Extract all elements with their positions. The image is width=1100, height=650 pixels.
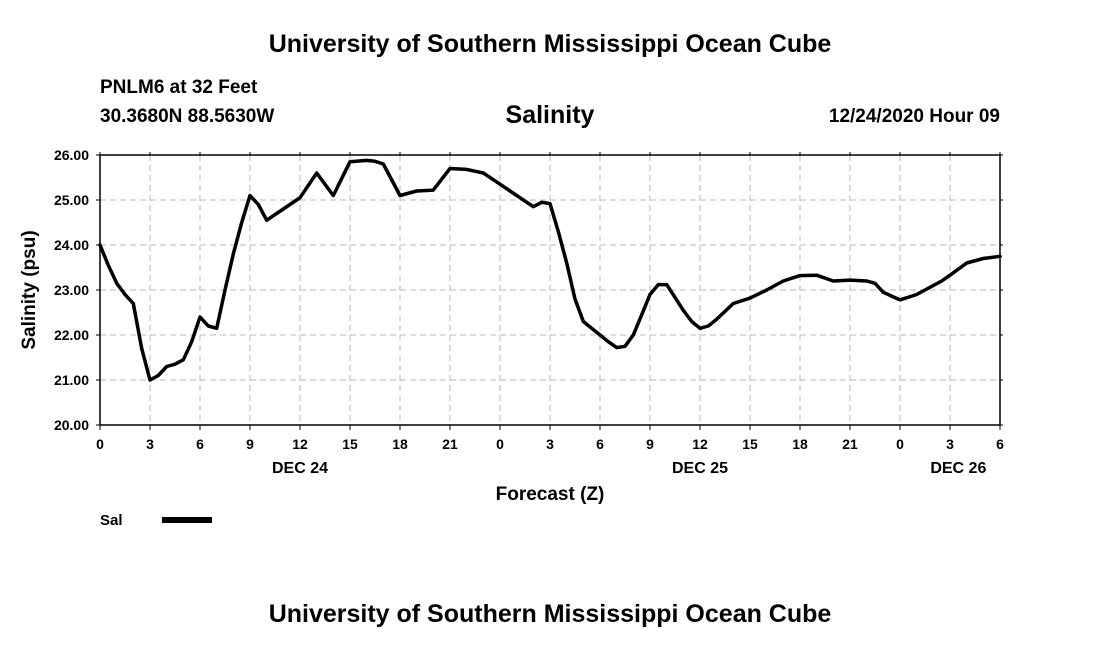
x-tick-label: 18 <box>392 436 408 452</box>
salinity-chart: 20.00 21.00 22.00 23.00 24.00 25.00 26.00 0 3 6 9 1… <box>19 147 1004 529</box>
day-label: DEC 26 <box>930 460 986 477</box>
y-tick-label: 25.00 <box>54 192 89 208</box>
y-tick-label: 24.00 <box>54 237 89 253</box>
y-axis-label: Salinity (psu) <box>19 230 40 349</box>
y-tick-label: 23.00 <box>54 282 89 298</box>
x-tick-label: 18 <box>792 436 808 452</box>
y-tick-label: 21.00 <box>54 372 89 388</box>
station-coordinates: 30.3680N 88.5630W <box>100 106 275 127</box>
x-tick-label: 0 <box>496 436 504 452</box>
day-label: DEC 25 <box>672 460 728 477</box>
footer-title: University of Southern Mississippi Ocean… <box>268 600 832 628</box>
legend-label: Sal <box>100 512 123 529</box>
x-tick-label: 6 <box>596 436 604 452</box>
x-tick-label: 3 <box>146 436 154 452</box>
x-tick-label: 3 <box>946 436 954 452</box>
x-tick-label: 15 <box>342 436 358 452</box>
station-label: PNLM6 at 32 Feet <box>100 77 258 98</box>
x-tick-label: 9 <box>246 436 254 452</box>
x-tick-label: 15 <box>742 436 758 452</box>
x-axis-label: Forecast (Z) <box>496 484 605 505</box>
y-tick-label: 26.00 <box>54 147 89 163</box>
salinity-series-line <box>98 158 1002 382</box>
x-tick-label: 6 <box>196 436 204 452</box>
page-title: University of Southern Mississippi Ocean… <box>268 30 832 58</box>
x-tick-label: 12 <box>692 436 708 452</box>
axis-ticks: 20.00 21.00 22.00 23.00 24.00 25.00 26.00 0 3 6 9 1… <box>54 147 1004 477</box>
grid-lines <box>100 155 1000 425</box>
x-tick-label: 6 <box>996 436 1004 452</box>
x-tick-label: 9 <box>646 436 654 452</box>
variable-title: Salinity <box>505 101 595 129</box>
x-tick-label: 0 <box>896 436 904 452</box>
forecast-timestamp: 12/24/2020 Hour 09 <box>828 106 1000 127</box>
day-label: DEC 24 <box>272 460 328 477</box>
x-tick-label: 12 <box>292 436 308 452</box>
x-tick-label: 21 <box>842 436 858 452</box>
x-tick-label: 0 <box>96 436 104 452</box>
y-tick-label: 20.00 <box>54 417 89 433</box>
y-tick-label: 22.00 <box>54 327 89 343</box>
x-tick-label: 3 <box>546 436 554 452</box>
x-tick-label: 21 <box>442 436 458 452</box>
